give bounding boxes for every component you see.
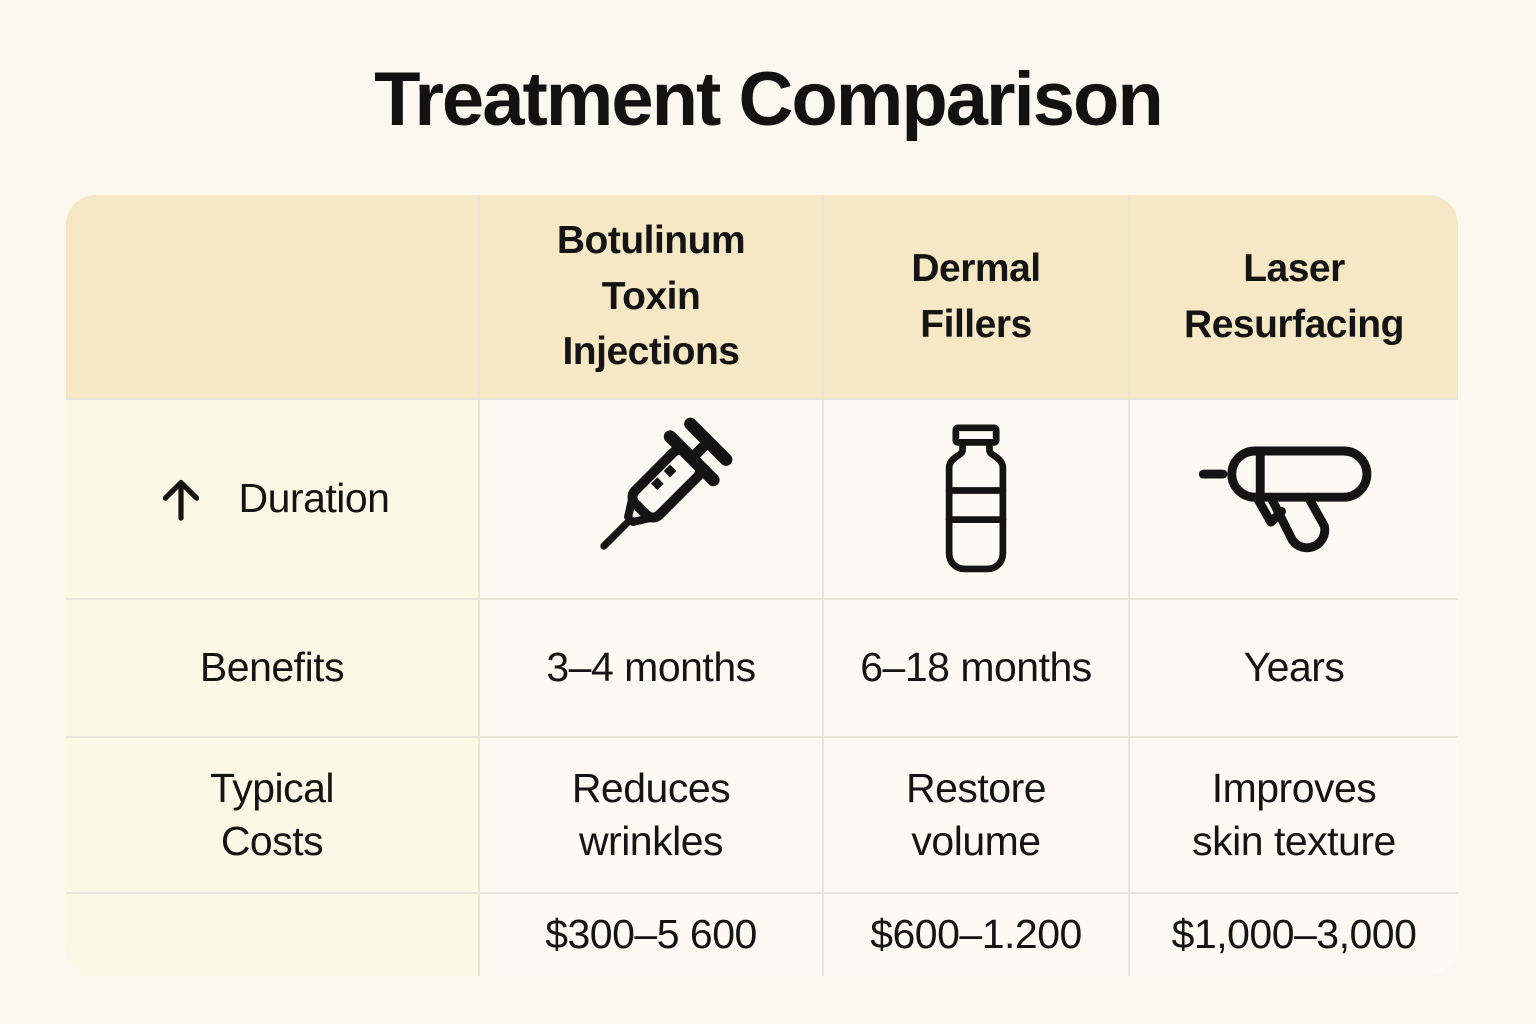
cell-laser-duration: [1130, 400, 1458, 598]
page-title: Treatment Comparison: [374, 57, 1164, 142]
row-label-typical-costs: Typical Costs: [66, 738, 478, 892]
cell-botulinum-duration: [480, 400, 822, 598]
arrow-up-icon: [155, 420, 207, 579]
cell-botulinum-benefit: Reduces wrinkles: [480, 738, 822, 892]
comparison-table: Botulinum Toxin Injections Dermal Filler…: [66, 195, 1458, 976]
header-empty-cell: [66, 195, 478, 398]
cell-laser-benefit: Improves skin texture: [1130, 738, 1458, 892]
cell-botulinum-cost: $300–5 600: [480, 894, 822, 976]
cell-dermal-cost: $600–1.200: [824, 894, 1128, 976]
row-label-benefits: Benefits: [66, 600, 478, 736]
row-label-duration: Duration: [66, 400, 478, 598]
header-dermal-fillers: Dermal Fillers: [824, 195, 1128, 398]
medicine-vial-icon: [920, 367, 1032, 631]
cell-dermal-duration: [824, 400, 1128, 598]
header-botulinum-toxin-injections: Botulinum Toxin Injections: [480, 195, 822, 398]
cell-dermal-benefit: Restore volume: [824, 738, 1128, 892]
cell-botulinum-months: 3–4 months: [480, 600, 822, 736]
cell-dermal-months: 6–18 months: [824, 600, 1128, 736]
cell-laser-cost: $1,000–3,000: [1130, 894, 1458, 976]
laser-device-icon: [1196, 366, 1392, 633]
row-label-duration-text: Duration: [238, 475, 390, 522]
cell-laser-years: Years: [1130, 600, 1458, 736]
syringe-icon: [561, 356, 741, 643]
header-laser-resurfacing: Laser Resurfacing: [1130, 195, 1458, 398]
row-label-empty: [66, 894, 478, 976]
